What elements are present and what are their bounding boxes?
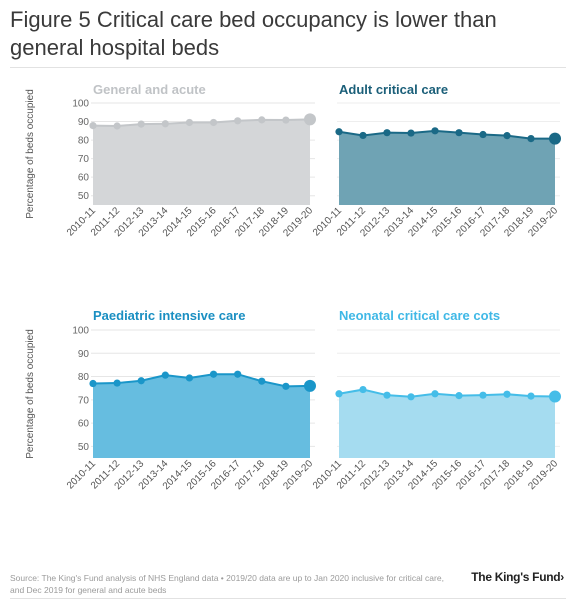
series-line [92,118,311,127]
data-point [137,377,145,385]
chart-panel: Paediatric intensive care 50 60 70 80 90 100 Pe… [25,308,316,492]
data-point [234,117,242,125]
data-point [335,128,343,136]
y-tick-label: 80 [78,136,90,147]
data-point [209,118,218,127]
data-point [455,392,463,400]
y-tick-label: 70 [78,395,90,406]
data-point [282,382,290,390]
data-point [258,116,266,124]
data-point [335,390,343,398]
data-point [234,370,242,378]
data-point [455,129,463,137]
series-line [338,129,555,140]
data-point [258,377,266,385]
data-point [407,129,415,137]
data-point [113,379,121,387]
brand-chevron-icon: › [560,570,564,584]
data-point [185,118,194,127]
y-tick-label: 60 [78,419,90,430]
data-point [503,390,511,398]
y-tick-label: 70 [78,154,90,165]
data-point [549,132,561,145]
y-tick-label: 100 [72,99,89,110]
series-area [339,389,555,458]
y-tick-label: 90 [78,349,90,360]
data-point [407,393,415,401]
data-point [113,122,121,130]
data-point [89,122,97,130]
series-area [339,130,555,205]
data-point [479,130,487,139]
data-point [359,385,367,394]
data-point [383,129,391,137]
panel-title: Paediatric intensive care [93,308,245,323]
y-axis-label: Percentage of beds occupied [25,329,36,459]
y-tick-label: 50 [78,442,90,453]
y-axis-label: Percentage of beds occupied [25,89,36,219]
series-line [92,373,311,388]
data-point [161,371,169,379]
brand-name: The King's Fund [471,570,561,584]
kings-fund-logo: The King's Fund› [471,570,564,584]
data-point [383,391,391,399]
chart-panel: General and acute 50 60 70 80 90 100 Percentage… [25,82,316,239]
source-note: Source: The King's Fund analysis of NHS … [10,573,444,595]
data-point [479,391,487,399]
figure-title: Figure 5 Critical care bed occupancy is … [10,7,497,60]
y-tick-label: 60 [78,173,90,184]
data-point [304,113,316,126]
data-point [503,132,511,140]
series-area [93,374,310,458]
data-point [304,379,316,392]
chart-panel: Adult critical care2010-112011-122012-13… [311,82,561,239]
panel-title: Neonatal critical care cots [339,308,500,323]
data-point [431,390,439,398]
data-point [137,120,145,128]
data-point [549,390,561,403]
chart-panel: Neonatal critical care cots2010-112011-1… [311,308,561,492]
data-point [89,379,97,388]
panel-title: General and acute [93,82,206,97]
series-area [93,119,310,205]
title-divider [10,67,566,68]
footer-divider [10,598,566,599]
data-point [282,116,290,124]
y-tick-label: 100 [72,326,89,337]
data-point [209,370,218,378]
y-tick-label: 80 [78,372,90,383]
panel-title: Adult critical care [339,82,448,97]
data-point [359,131,367,140]
y-tick-label: 90 [78,117,90,128]
data-point [431,127,439,135]
data-point [185,374,194,382]
y-tick-label: 50 [78,191,90,202]
series-line [338,388,556,398]
data-point [527,392,535,400]
data-point [161,120,169,128]
data-point [527,135,535,143]
